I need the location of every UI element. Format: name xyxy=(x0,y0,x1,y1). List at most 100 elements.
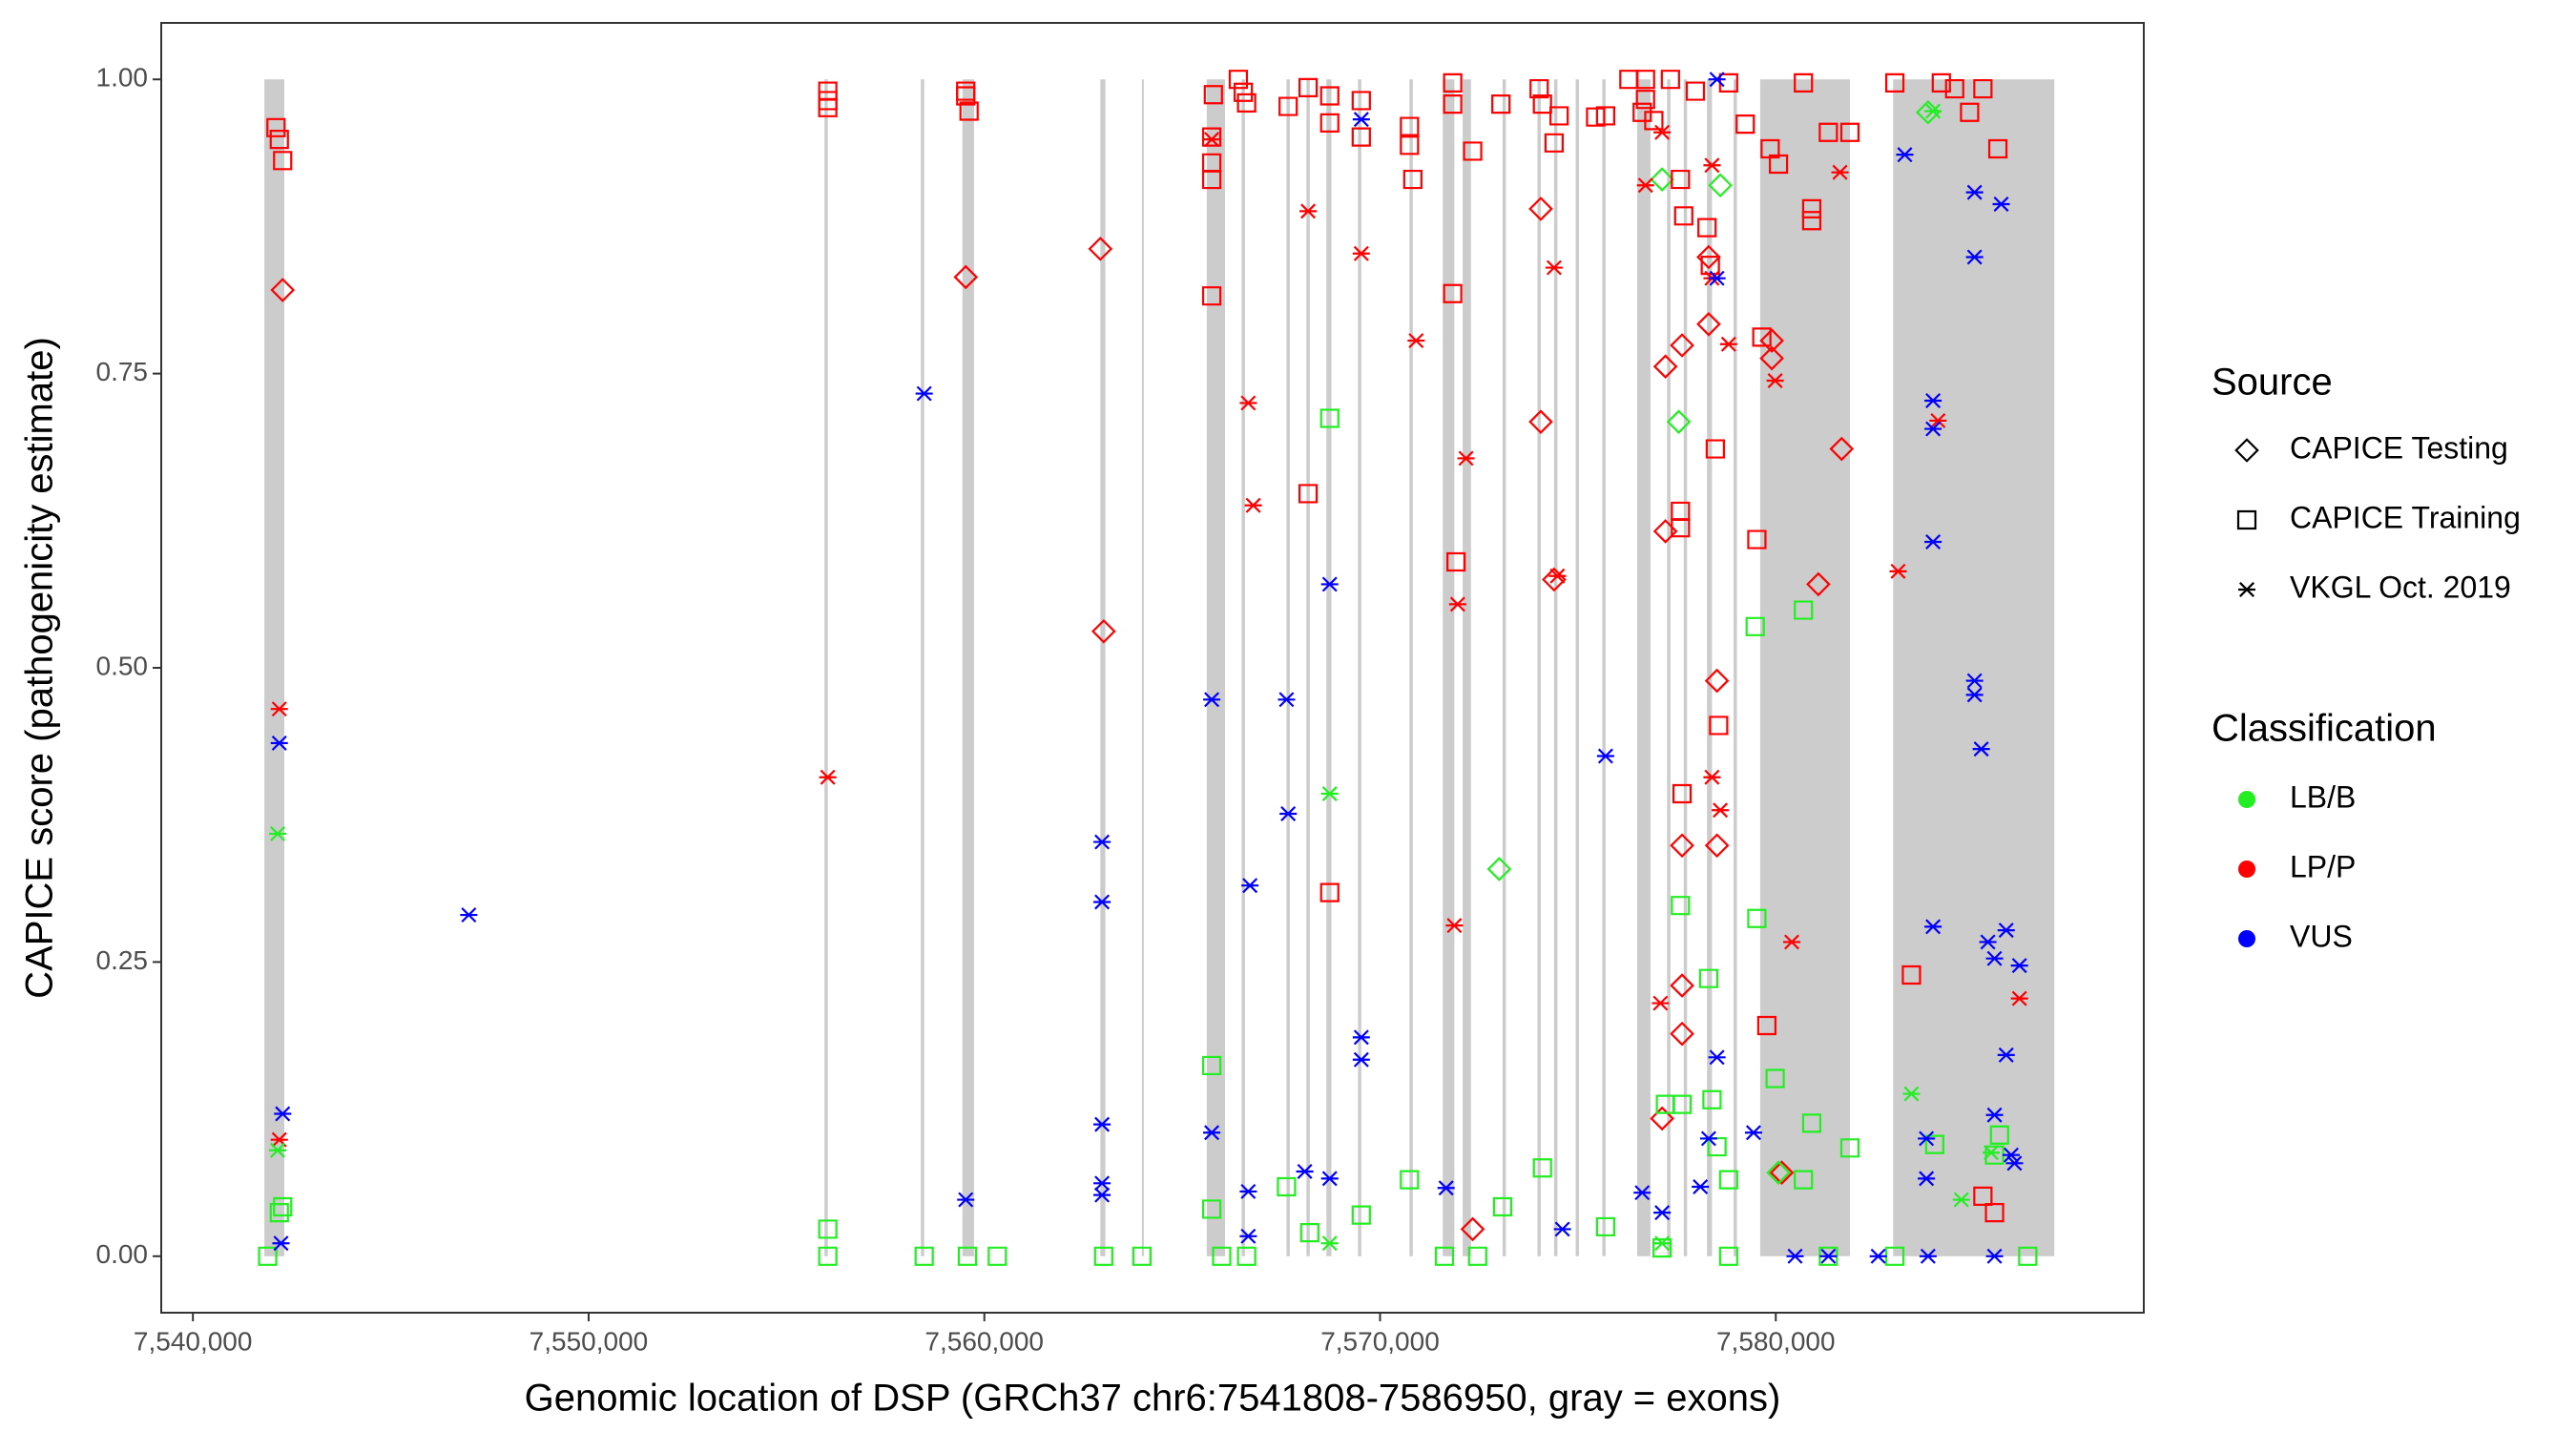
data-point xyxy=(1201,169,1222,190)
data-point xyxy=(1352,112,1370,128)
data-point xyxy=(1704,668,1730,694)
data-point xyxy=(1884,1246,1905,1266)
data-point xyxy=(1672,783,1693,804)
data-point xyxy=(1918,1171,1936,1187)
data-point xyxy=(1765,1068,1785,1089)
data-point xyxy=(1699,1130,1717,1147)
data-point xyxy=(1924,103,1942,119)
exon-band xyxy=(1286,79,1290,1256)
data-point xyxy=(1985,950,2004,966)
data-point xyxy=(1093,1175,1111,1192)
data-point xyxy=(1924,1134,1944,1154)
data-point xyxy=(1673,206,1693,226)
data-point xyxy=(1965,687,1984,703)
data-point xyxy=(1931,73,1951,93)
data-point xyxy=(957,1246,978,1266)
legend-entry: LP/P xyxy=(2290,849,2356,883)
data-point xyxy=(1529,78,1549,99)
data-point xyxy=(1457,450,1475,467)
data-point xyxy=(1236,93,1257,113)
data-point xyxy=(1902,1086,1921,1102)
data-point xyxy=(1528,409,1553,434)
data-point xyxy=(1653,1205,1672,1221)
data-point xyxy=(1670,973,1694,998)
data-point xyxy=(1759,345,1784,371)
data-point xyxy=(1619,70,1639,90)
legend-symbol xyxy=(2238,791,2255,808)
y-tick-label: 1.00 xyxy=(96,63,149,93)
data-point xyxy=(1319,408,1340,428)
data-point xyxy=(1692,1179,1710,1194)
data-point xyxy=(1467,1246,1487,1266)
data-point xyxy=(1445,918,1464,934)
data-point xyxy=(1279,805,1298,821)
data-point xyxy=(258,1246,278,1266)
data-point xyxy=(1768,154,1789,175)
data-point xyxy=(1985,1248,2004,1264)
data-point xyxy=(1924,919,1942,935)
x-axis-title: Genomic location of DSP (GRCh37 chr6:754… xyxy=(525,1378,1781,1420)
data-point xyxy=(2005,1155,2024,1172)
data-point xyxy=(1801,211,1822,231)
data-point xyxy=(1545,259,1563,276)
data-point xyxy=(1697,218,1717,238)
data-point xyxy=(1351,127,1371,147)
exon-band xyxy=(824,79,828,1256)
data-point xyxy=(1747,908,1767,928)
exon-band xyxy=(1141,79,1144,1256)
data-point xyxy=(1718,1170,1738,1190)
data-point xyxy=(1319,86,1340,106)
data-point xyxy=(2010,990,2028,1006)
data-point xyxy=(1644,111,1664,131)
data-point xyxy=(1965,249,1984,265)
exon-band xyxy=(962,79,974,1256)
data-point xyxy=(266,117,286,137)
data-point xyxy=(1201,1055,1222,1076)
data-point xyxy=(1093,894,1111,910)
data-point xyxy=(1924,393,1942,408)
data-point xyxy=(1670,833,1694,859)
data-point xyxy=(1869,1248,1887,1264)
data-point xyxy=(1759,328,1784,353)
data-point xyxy=(1719,336,1737,352)
data-point xyxy=(1786,1248,1804,1264)
data-point xyxy=(1703,769,1721,785)
data-point xyxy=(1586,107,1606,127)
x-tick-label: 7,540,000 xyxy=(134,1326,253,1356)
exon-band xyxy=(1409,79,1413,1256)
data-point xyxy=(1769,1160,1795,1186)
data-point xyxy=(1952,1192,1970,1208)
data-point xyxy=(1985,1107,2004,1123)
data-point xyxy=(1839,122,1860,142)
data-point xyxy=(1636,177,1654,194)
data-point xyxy=(1201,286,1222,306)
data-point xyxy=(1320,1171,1339,1187)
exon-band xyxy=(1502,79,1506,1256)
data-point xyxy=(1666,409,1692,434)
data-point xyxy=(1548,568,1567,584)
data-point xyxy=(1298,484,1319,504)
data-point xyxy=(1402,169,1423,190)
data-point xyxy=(2002,1147,2020,1163)
legend-symbol xyxy=(2238,582,2255,597)
data-point xyxy=(1696,311,1721,337)
data-point xyxy=(1319,882,1340,902)
data-point xyxy=(1319,113,1340,133)
data-point xyxy=(269,825,287,841)
y-tick-label: 0.25 xyxy=(96,945,149,975)
data-point xyxy=(1228,70,1249,90)
data-point xyxy=(269,130,289,150)
data-point xyxy=(1924,421,1942,437)
data-point xyxy=(270,735,288,751)
data-point xyxy=(1685,81,1706,101)
x-tick-label: 7,570,000 xyxy=(1320,1326,1440,1356)
data-point xyxy=(1298,77,1319,97)
data-point xyxy=(269,1142,287,1158)
data-point xyxy=(1212,1246,1232,1266)
data-point xyxy=(818,1219,838,1239)
data-point xyxy=(1984,1203,2005,1223)
data-point xyxy=(1671,169,1691,190)
data-point xyxy=(1296,1163,1314,1179)
data-point xyxy=(1901,964,1922,985)
